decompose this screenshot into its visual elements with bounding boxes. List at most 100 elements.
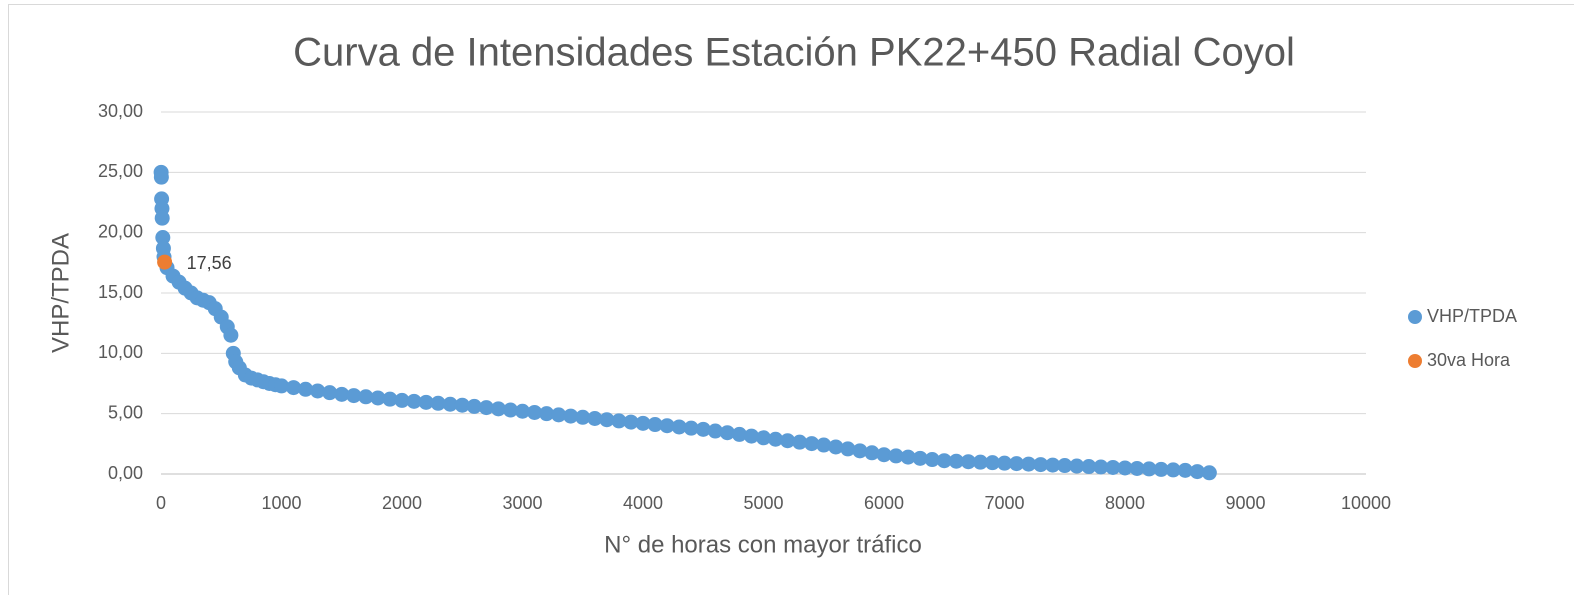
x-tick-label: 3000 (502, 493, 542, 513)
point (155, 229, 171, 245)
point (442, 396, 458, 412)
point (1045, 457, 1061, 473)
point (816, 437, 832, 453)
point (382, 391, 398, 407)
point (768, 431, 784, 447)
point (731, 426, 747, 442)
point (153, 169, 169, 185)
point (828, 439, 844, 455)
point (719, 425, 735, 441)
point (1081, 459, 1097, 475)
point (984, 455, 1000, 471)
x-tick-label: 4000 (623, 493, 663, 513)
x-tick-label: 8000 (1105, 493, 1145, 513)
point (997, 455, 1012, 471)
point (1165, 462, 1181, 478)
point (478, 400, 494, 416)
point (418, 394, 434, 410)
x-tick-label: 9000 (1225, 493, 1265, 513)
data-label: 17,56 (187, 253, 232, 273)
point (1021, 456, 1037, 472)
point (575, 409, 591, 425)
point (334, 386, 350, 402)
point (587, 410, 603, 426)
point (972, 454, 988, 470)
point (876, 447, 892, 463)
legend-label: VHP/TPDA (1427, 306, 1517, 326)
point (1129, 460, 1145, 476)
x-axis-label: N° de horas con mayor tráfico (604, 531, 922, 558)
y-tick-label: 30,00 (98, 101, 143, 121)
point (647, 417, 663, 433)
y-tick-label: 25,00 (98, 161, 143, 181)
point (635, 415, 651, 431)
point (936, 453, 952, 469)
x-tick-label: 7000 (984, 493, 1024, 513)
point (912, 450, 928, 466)
point (358, 389, 374, 405)
point (804, 436, 820, 452)
chart-title: Curva de Intensidades Estación PK22+450 … (293, 31, 1295, 75)
point (346, 388, 362, 404)
point (502, 402, 518, 418)
point (1201, 465, 1217, 481)
x-tick-label: 0 (156, 493, 166, 513)
point (490, 401, 506, 417)
y-axis-label: VHP/TPDA (47, 233, 74, 353)
point (370, 390, 386, 406)
point (466, 398, 482, 414)
point (154, 210, 170, 226)
point (683, 420, 699, 436)
point (924, 452, 940, 468)
point (659, 418, 675, 434)
point (454, 397, 470, 413)
point (563, 408, 579, 424)
x-tick-label: 10000 (1341, 493, 1391, 513)
point (310, 383, 326, 399)
point (1069, 458, 1085, 474)
point (1141, 461, 1157, 477)
point (792, 434, 808, 450)
x-tick-label: 2000 (382, 493, 422, 513)
y-tick-label: 15,00 (98, 282, 143, 302)
point (780, 433, 796, 449)
legend-marker (1408, 354, 1422, 368)
y-tick-label: 0,00 (108, 463, 143, 483)
x-tick-label: 6000 (864, 493, 904, 513)
point (322, 385, 338, 401)
point (539, 406, 555, 422)
legend-label: 30va Hora (1427, 350, 1511, 370)
point (1177, 462, 1193, 478)
point (286, 380, 302, 396)
point (1189, 464, 1205, 480)
point (406, 393, 422, 409)
point (623, 414, 639, 430)
point (707, 423, 723, 439)
point (394, 392, 410, 408)
point (430, 395, 446, 411)
point (900, 449, 916, 465)
point (852, 443, 868, 459)
point (671, 419, 687, 435)
point (1093, 459, 1109, 475)
point (1057, 458, 1073, 474)
point (864, 445, 880, 461)
point (611, 413, 627, 429)
point (515, 403, 530, 419)
point (948, 453, 964, 469)
y-tick-label: 5,00 (108, 402, 143, 422)
point (223, 327, 239, 343)
y-tick-label: 20,00 (98, 221, 143, 241)
y-tick-label: 10,00 (98, 342, 143, 362)
point (274, 378, 289, 394)
point (1153, 461, 1169, 477)
point (695, 421, 711, 437)
point (527, 404, 543, 420)
point (551, 407, 567, 423)
point (599, 412, 615, 428)
point (157, 254, 173, 270)
point (743, 428, 759, 444)
x-tick-label: 1000 (261, 493, 301, 513)
